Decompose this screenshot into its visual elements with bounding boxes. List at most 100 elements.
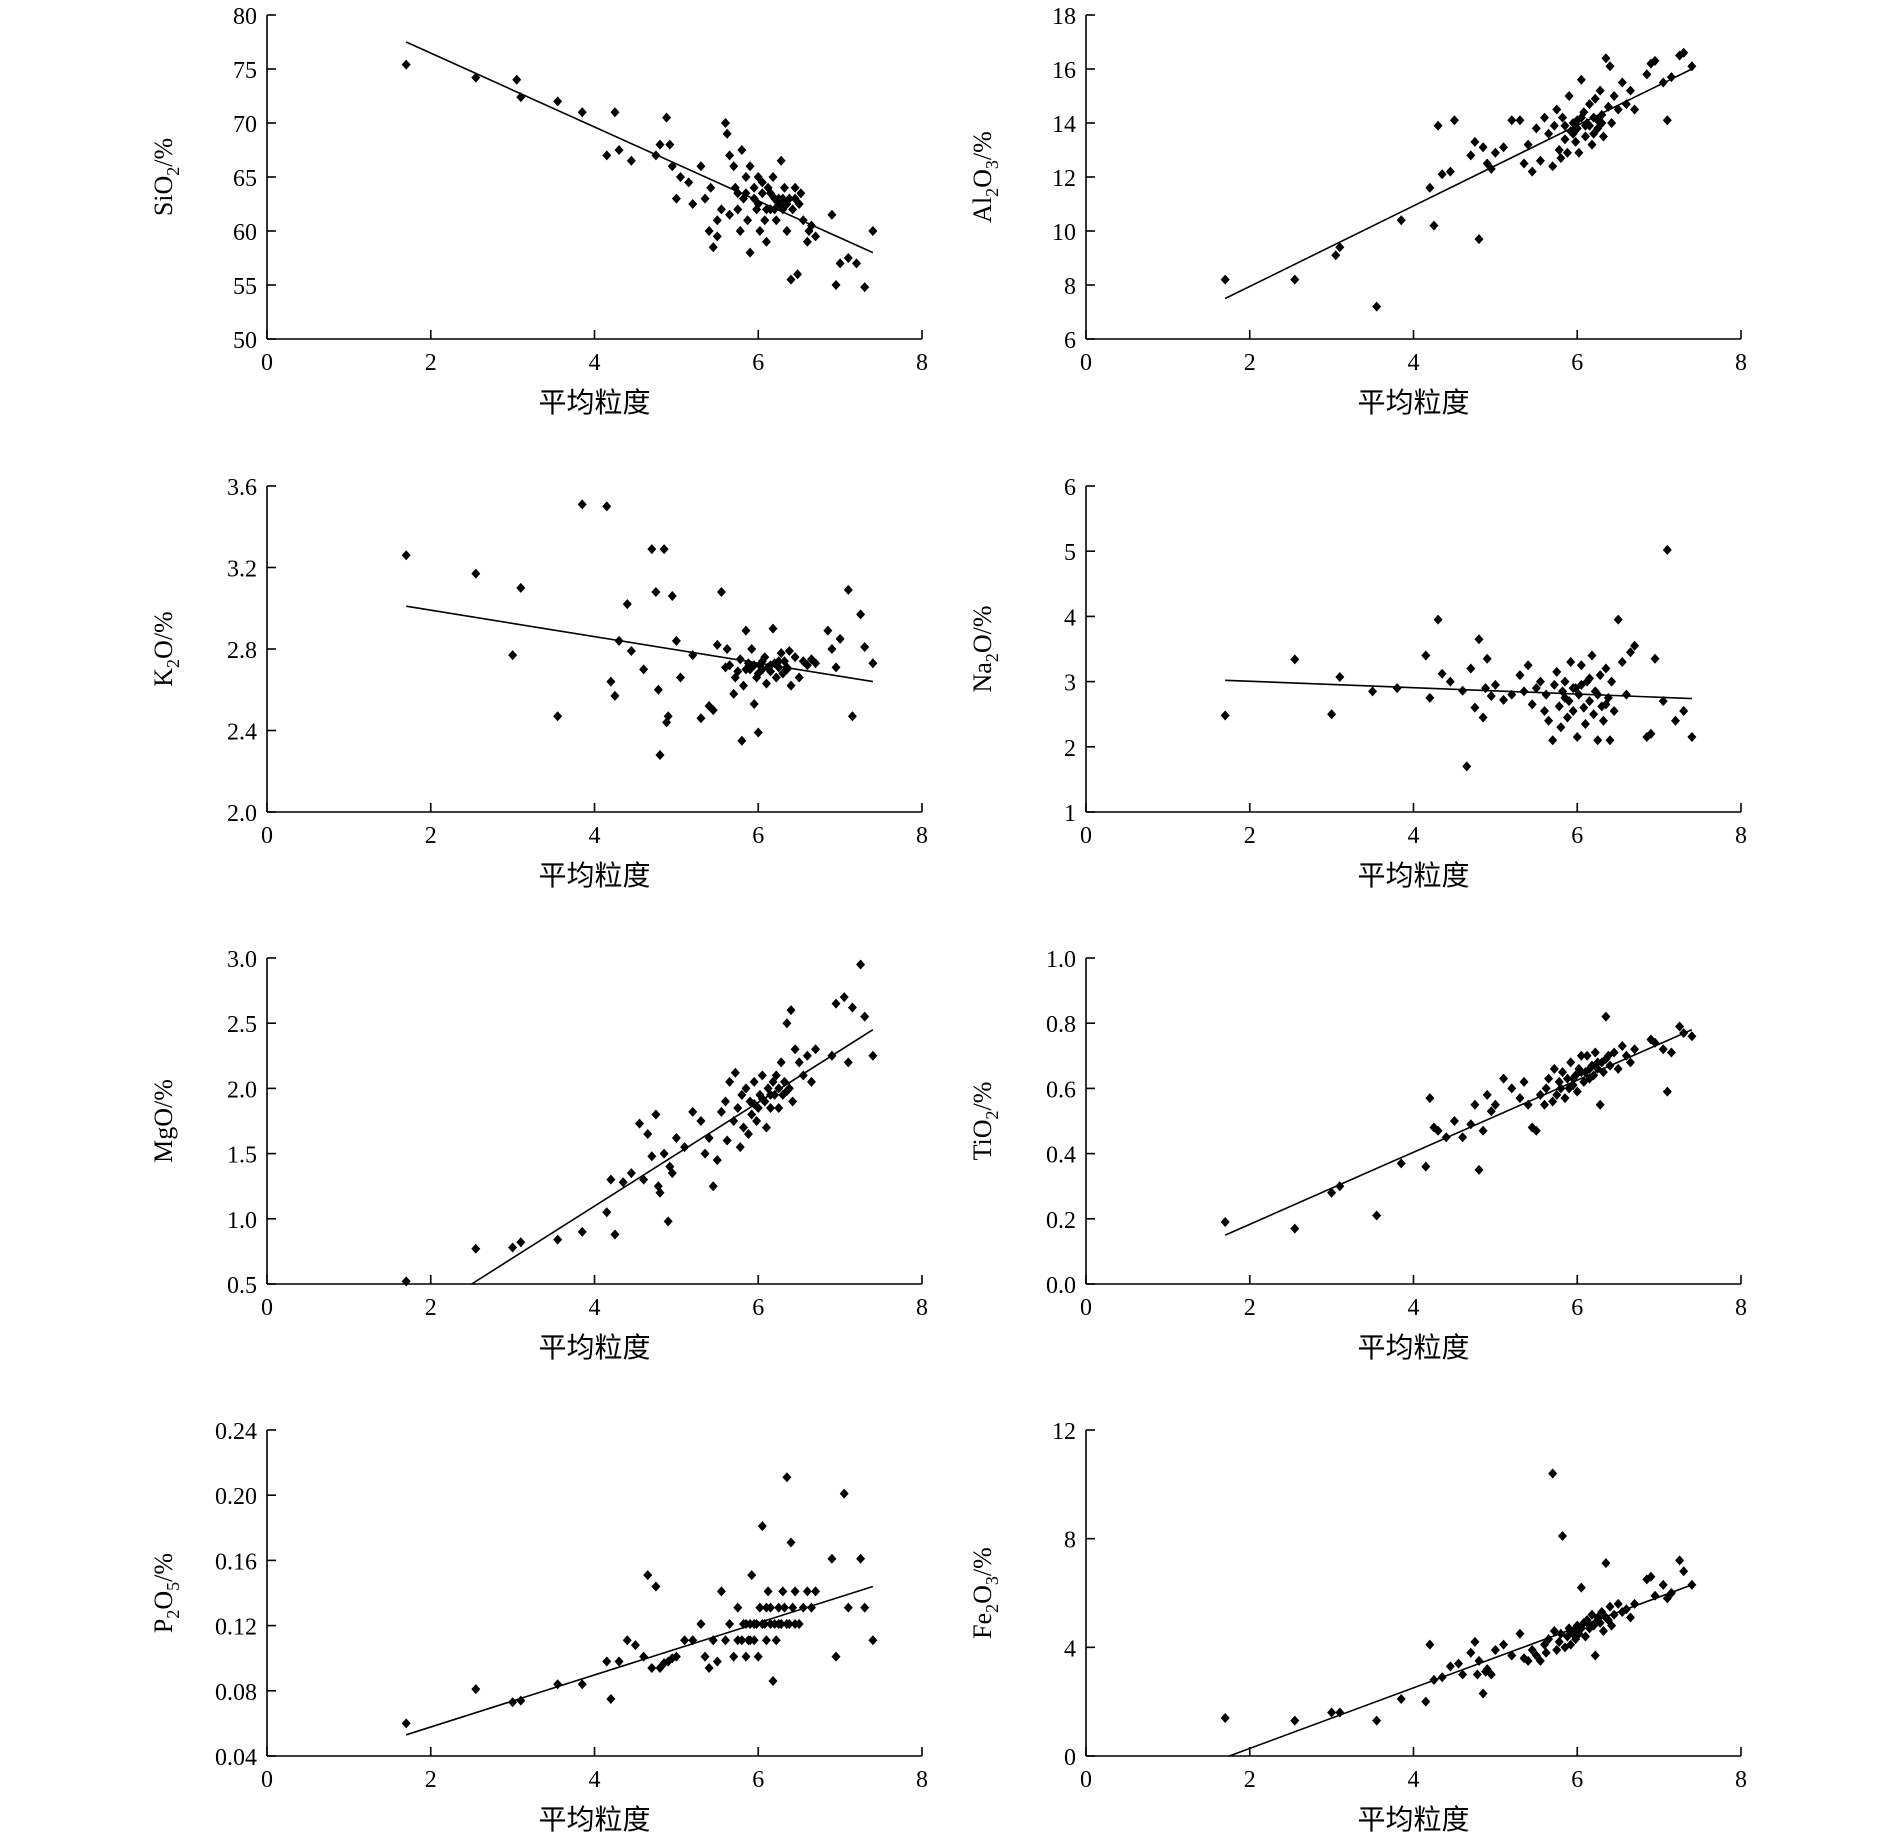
data-point <box>1548 161 1558 172</box>
data-point <box>1454 1658 1464 1669</box>
data-point <box>755 226 765 236</box>
y-tick-label: 0.6 <box>1046 1077 1076 1103</box>
data-point <box>747 1109 757 1120</box>
data-point <box>782 226 792 236</box>
data-point <box>1519 158 1529 169</box>
data-point <box>782 199 792 209</box>
data-point <box>1571 136 1581 147</box>
x-tick-label: 0 <box>1080 1767 1092 1793</box>
data-point <box>761 1122 771 1133</box>
x-axis-label: 平均粒度 <box>1357 386 1469 419</box>
data-point <box>688 1106 698 1117</box>
data-point <box>647 1151 657 1162</box>
data-point <box>1449 1116 1459 1126</box>
data-point <box>1527 166 1537 177</box>
data-point <box>1540 1099 1549 1110</box>
data-point <box>1290 1223 1300 1234</box>
y-tick-label: 6 <box>1064 328 1076 354</box>
y-label-part: MgO/% <box>149 1079 178 1163</box>
data-point <box>671 193 681 204</box>
data-point <box>1548 735 1558 746</box>
y-label-part: K <box>149 668 178 687</box>
y-tick-label: 18 <box>1052 4 1076 30</box>
trend-line <box>1225 679 1692 700</box>
y-label-part: O <box>968 169 997 188</box>
data-point <box>643 1570 653 1581</box>
data-point <box>1466 663 1476 674</box>
data-point <box>1220 1712 1230 1723</box>
y-tick-label: 0.08 <box>215 1680 257 1706</box>
y-axis-label: K2O/% <box>149 611 183 686</box>
data-point <box>602 1207 612 1218</box>
data-point <box>1558 1530 1568 1541</box>
data-point <box>1499 142 1509 153</box>
data-point <box>757 188 767 199</box>
data-point <box>774 1102 784 1113</box>
x-tick-label: 2 <box>425 1767 437 1793</box>
data-point <box>1327 1187 1337 1198</box>
y-label-part: O <box>149 1591 178 1610</box>
data-point <box>725 1618 735 1629</box>
data-point <box>843 584 853 595</box>
trend-line <box>405 41 874 254</box>
data-point <box>716 586 726 597</box>
data-point <box>1474 634 1484 645</box>
data-point <box>1607 676 1617 687</box>
data-point <box>663 1216 673 1227</box>
data-point <box>606 676 616 687</box>
y-label-subscript: 2 <box>163 1610 183 1619</box>
data-point <box>577 499 587 510</box>
data-point <box>860 1011 870 1022</box>
y-tick-label: 2.0 <box>227 1077 257 1103</box>
data-point <box>1598 1626 1608 1637</box>
data-point <box>635 1118 645 1129</box>
x-tick-label: 4 <box>589 1767 601 1793</box>
data-point <box>782 1018 792 1029</box>
data-point <box>786 1537 796 1548</box>
data-point <box>1541 1647 1551 1658</box>
data-point <box>782 1472 792 1483</box>
x-tick-label: 4 <box>1408 350 1420 376</box>
data-point <box>1478 1688 1488 1699</box>
data-point <box>761 1602 771 1613</box>
data-point <box>790 1044 800 1055</box>
x-tick-label: 0 <box>1080 1295 1092 1321</box>
data-point <box>655 139 665 150</box>
y-tick-label: 70 <box>233 112 257 138</box>
data-point <box>1486 1669 1496 1680</box>
data-point <box>1478 142 1488 153</box>
data-point <box>761 678 771 689</box>
x-tick-label: 2 <box>425 823 437 849</box>
data-point <box>763 1586 773 1597</box>
y-tick-label: 1 <box>1064 801 1076 827</box>
data-point <box>771 1635 781 1646</box>
data-point <box>1433 1125 1443 1136</box>
x-tick-label: 4 <box>1408 823 1420 849</box>
data-point <box>1625 1612 1635 1623</box>
data-point <box>1568 128 1578 139</box>
data-point <box>700 1148 710 1159</box>
data-point <box>1630 104 1640 115</box>
data-point <box>401 59 411 70</box>
y-tick-label: 16 <box>1052 58 1076 84</box>
y-tick-label: 50 <box>233 328 257 354</box>
data-point <box>776 648 786 659</box>
data-point <box>712 215 722 226</box>
data-point <box>1601 1011 1611 1022</box>
data-point <box>401 550 411 561</box>
data-point <box>1490 1099 1500 1110</box>
data-point <box>802 236 812 247</box>
data-point <box>1593 1057 1603 1068</box>
data-point <box>741 1651 751 1662</box>
y-tick-label: 12 <box>1052 166 1076 192</box>
data-point <box>1572 732 1582 743</box>
data-point <box>1576 112 1586 123</box>
data-point <box>868 1050 878 1061</box>
data-point <box>696 1618 706 1629</box>
x-tick-label: 8 <box>916 823 928 849</box>
data-point <box>1576 679 1586 690</box>
data-point <box>739 1122 749 1133</box>
data-point <box>688 199 698 209</box>
data-point <box>856 1553 866 1564</box>
